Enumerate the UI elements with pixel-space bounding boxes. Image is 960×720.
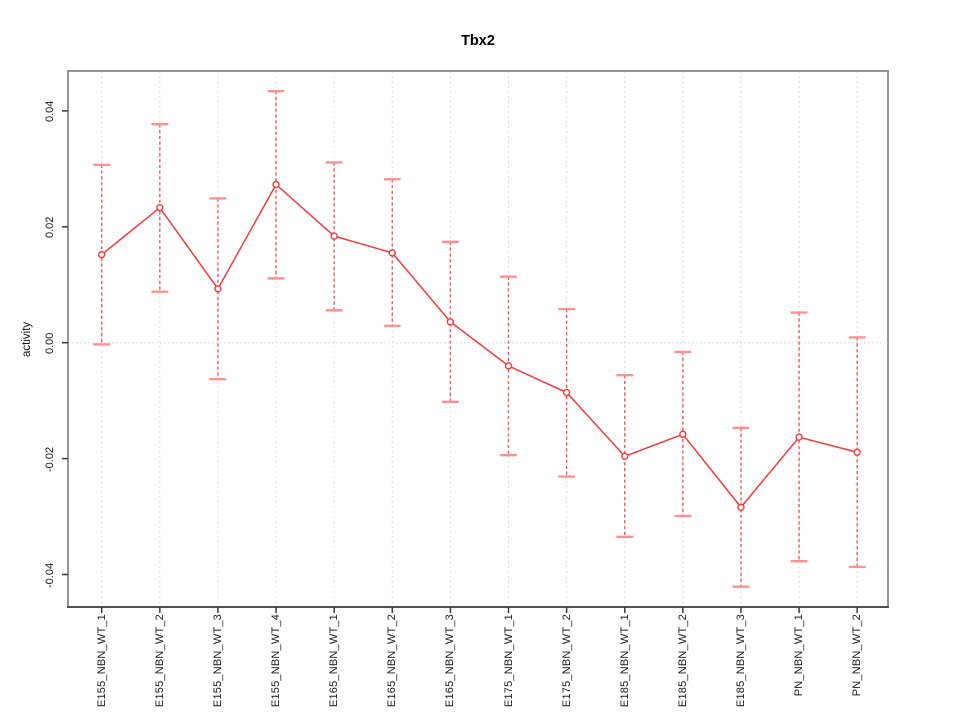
chart-title: Tbx2: [461, 33, 495, 49]
data-point: [737, 503, 745, 511]
y-tick-label: 0.02: [44, 216, 56, 238]
data-point: [853, 448, 861, 456]
data-point: [504, 362, 513, 370]
x-tick-label: E165_NBN_WT_1: [328, 614, 341, 708]
x-tick-label: E165_NBN_WT_3: [444, 614, 457, 708]
y-axis-title: activity: [21, 321, 33, 357]
data-point: [446, 318, 455, 326]
x-tick-label: E185_NBN_WT_1: [618, 614, 631, 708]
x-tick-label: E155_NBN_WT_4: [270, 614, 283, 708]
data-point: [679, 430, 687, 438]
data-point: [272, 180, 280, 189]
y-tick-label: -0.04: [44, 561, 56, 588]
x-tick-label: PN_NBN_WT_1: [793, 614, 806, 697]
x-tick-label: E185_NBN_WT_3: [734, 614, 747, 708]
x-tick-label: E165_NBN_WT_2: [386, 614, 399, 708]
plot-border: [67, 70, 889, 608]
data-point: [97, 250, 106, 259]
series-line: [101, 183, 858, 509]
x-tick-label: E175_NBN_WT_2: [560, 614, 573, 708]
data-point: [795, 433, 803, 441]
y-tick-label: -0.02: [44, 446, 56, 472]
y-tick-label: 0.00: [44, 331, 56, 354]
x-tick-label: E155_NBN_WT_1: [95, 614, 108, 708]
x-tick-label: E175_NBN_WT_1: [502, 614, 515, 708]
x-tick-label: PN_NBN_WT_2: [851, 614, 864, 697]
data-point: [214, 285, 222, 293]
data-point: [330, 232, 338, 240]
y-tick-label: 0.04: [44, 100, 56, 122]
x-tick-label: E155_NBN_WT_2: [153, 614, 166, 708]
x-tick-label: E155_NBN_WT_3: [211, 614, 224, 708]
data-point: [621, 452, 629, 460]
data-point: [388, 249, 396, 257]
data-point: [156, 203, 164, 212]
data-point: [562, 388, 571, 397]
x-tick-label: E185_NBN_WT_2: [676, 614, 689, 708]
